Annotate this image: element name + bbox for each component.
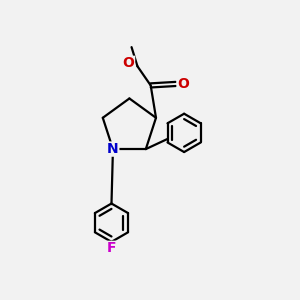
Text: N: N	[107, 142, 119, 156]
Text: O: O	[123, 56, 134, 70]
Text: O: O	[177, 77, 189, 91]
Text: F: F	[107, 241, 116, 255]
